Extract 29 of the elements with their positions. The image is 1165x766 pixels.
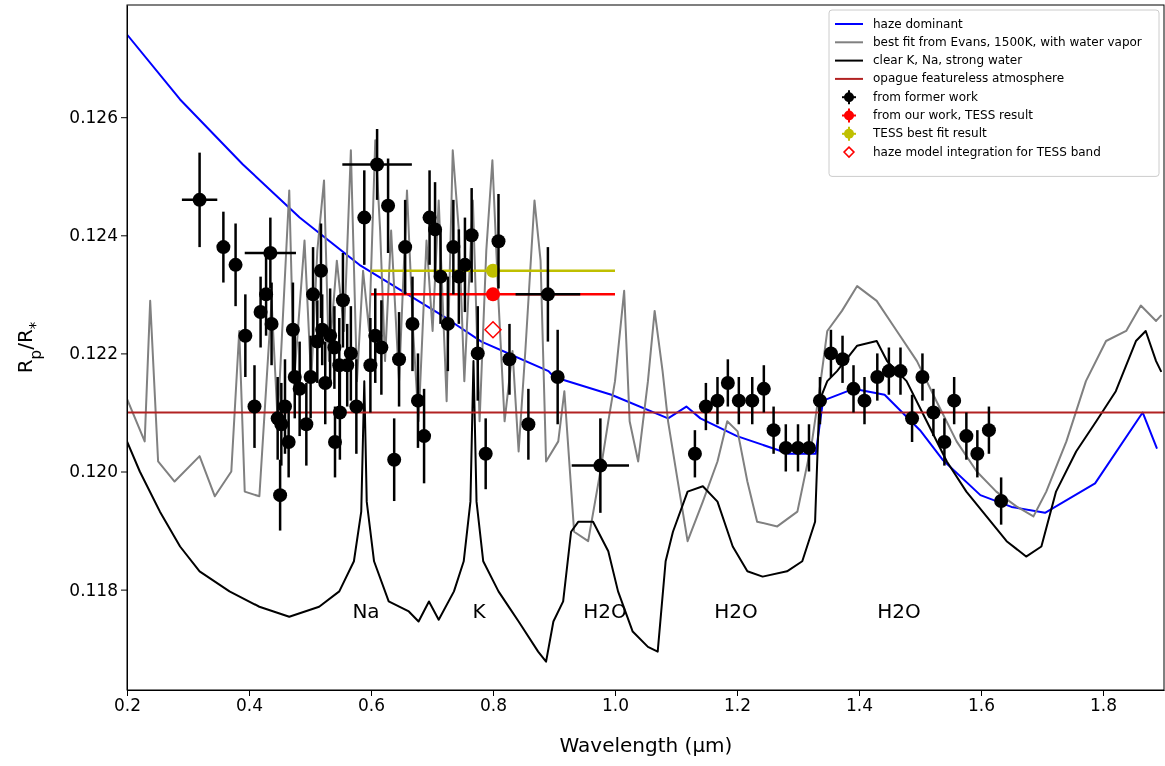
x-tick-label: 0.8 [479, 695, 508, 716]
annotation: H2O [877, 598, 921, 623]
x-tick-label: 1.2 [723, 695, 752, 716]
annotation: Na [352, 598, 380, 623]
y-tick-label: 0.126 [69, 107, 118, 128]
line-series [127, 33, 1158, 514]
y-tick-label: 0.118 [69, 579, 118, 600]
x-tick-label: 0.6 [357, 695, 386, 716]
legend-label: clear K, Na, strong water [873, 53, 1023, 68]
x-tick-label: 0.2 [113, 695, 142, 716]
x-tick-label: 1.4 [845, 695, 874, 716]
line-series [127, 139, 1162, 543]
legend-label: from our work, TESS result [873, 108, 1034, 122]
x-axis-title: Wavelength (μm) [559, 733, 733, 757]
x-tick-label: 1.6 [967, 695, 996, 716]
annotation: K [472, 598, 487, 623]
legend-label: TESS best fit result [872, 126, 988, 141]
y-tick-label: 0.124 [69, 225, 118, 246]
legend-label: haze dominant [873, 16, 963, 31]
legend-label: haze model integration for TESS band [873, 144, 1101, 159]
legend-label: opague featureless atmosphere [873, 71, 1065, 86]
y-tick-label: 0.122 [69, 343, 118, 364]
x-tick-label: 1.8 [1089, 695, 1118, 716]
y-tick-label: 0.120 [69, 461, 118, 482]
x-tick-label: 1.0 [601, 695, 630, 716]
x-tick-label: 0.4 [235, 695, 264, 716]
legend-label: from former work [873, 89, 978, 104]
annotation: H2O [714, 598, 758, 623]
legend-label: best fit from Evans, 1500K, with water vapor [873, 34, 1142, 49]
